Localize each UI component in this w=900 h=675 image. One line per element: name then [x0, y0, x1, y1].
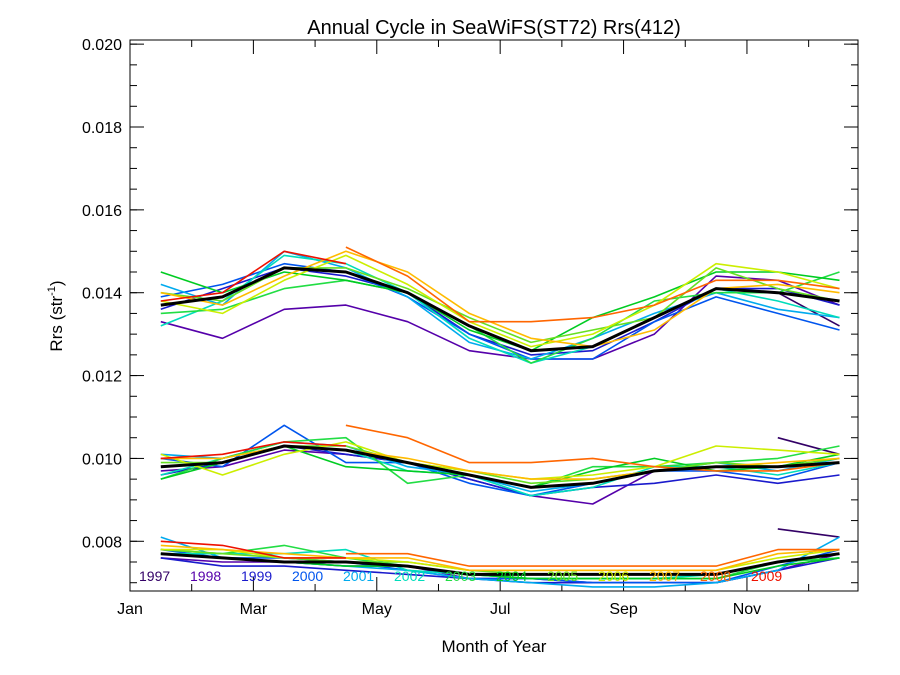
y-tick-label: 0.012 [82, 369, 122, 386]
series-line-1997-middle [777, 436, 840, 456]
legend-item-2007: 2007 [649, 568, 680, 584]
y-axis-label-sup: -1 [46, 286, 58, 296]
series-line-2000-upper [160, 262, 840, 360]
legend-item-2009: 2009 [751, 568, 782, 584]
series-line-2007-lower [160, 544, 840, 572]
x-axis-label: Month of Year [442, 637, 547, 656]
legend-item-2004: 2004 [496, 568, 527, 584]
series-line-2001-upper [160, 250, 840, 360]
legend-item-1998: 1998 [190, 568, 221, 584]
series-line-mean-lower [160, 552, 840, 576]
series-line-2009-lower [160, 540, 346, 559]
series-line-1998-upper [160, 275, 840, 360]
series-line-2000-middle [160, 424, 840, 497]
series-line-2003-upper [160, 271, 840, 364]
plot-frame [129, 39, 859, 592]
series-line-mean-middle [160, 444, 840, 489]
y-tick-label: 0.008 [82, 534, 122, 551]
series-line-2009-middle [160, 441, 346, 460]
legend: 1997 1998 1999 2000 2001 2002 2003 2004 2005 2006… [139, 568, 782, 584]
x-tick-label: Mar [240, 601, 268, 618]
series-line-2008-upper [345, 246, 840, 323]
x-tick-label: Nov [733, 601, 761, 618]
legend-item-2003: 2003 [445, 568, 476, 584]
legend-item-1997: 1997 [139, 568, 170, 584]
legend-item-2008: 2008 [700, 568, 731, 584]
y-axis-label-main: Rrs (str [47, 296, 66, 352]
series-lines [160, 246, 840, 588]
legend-item-2006: 2006 [598, 568, 629, 584]
series-line-2008-lower [345, 548, 840, 567]
y-axis-label-end: ) [47, 280, 66, 286]
series-line-2009-upper [160, 250, 347, 302]
x-tick-label: Jan [117, 601, 143, 618]
x-tick-label: May [362, 601, 392, 618]
legend-item-2001: 2001 [343, 568, 374, 584]
series-line-2006-upper [160, 254, 840, 348]
series-line-mean-upper [160, 266, 840, 353]
y-tick-label: 0.018 [82, 120, 122, 137]
series-line-1997-lower [777, 528, 840, 538]
legend-item-1999: 1999 [241, 568, 272, 584]
chart-title: Annual Cycle in SeaWiFS(ST72) Rrs(412) [307, 17, 680, 39]
series-line-2008-middle [345, 424, 840, 472]
y-tick-label: 0.020 [82, 37, 122, 54]
legend-item-2002: 2002 [394, 568, 425, 584]
x-tick-label: Sep [609, 601, 638, 618]
legend-item-2005: 2005 [547, 568, 578, 584]
legend-item-2000: 2000 [292, 568, 323, 584]
y-tick-label: 0.010 [82, 451, 122, 468]
axes: 0.008 0.010 0.012 0.014 0.016 0.018 0.020 Jan Ma… [82, 37, 858, 618]
x-tick-label: Jul [490, 601, 510, 618]
y-tick-label: 0.014 [82, 286, 122, 303]
y-axis-label: Rrs (str-1) [46, 280, 66, 351]
y-tick-label: 0.016 [82, 203, 122, 220]
